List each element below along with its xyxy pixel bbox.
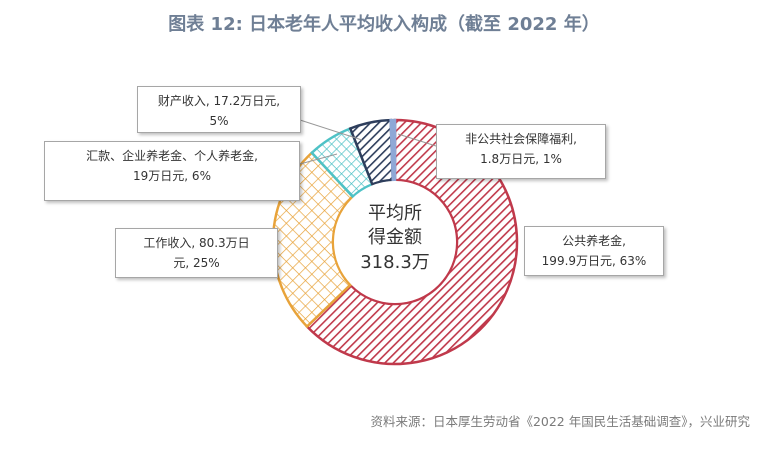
leader-line-remit bbox=[299, 153, 338, 165]
data-label-property-line2: 5% bbox=[209, 114, 229, 128]
data-label-pension-line2: 199.9万日元, 63% bbox=[541, 254, 647, 268]
data-label-remit-line1: 汇款、企业养老金、个人养老金, bbox=[86, 149, 258, 163]
data-label-property-income: 财产收入, 17.2万日元, 5% bbox=[137, 86, 301, 133]
center-label-value: 318.3万 bbox=[360, 252, 430, 273]
leader-lines bbox=[299, 119, 437, 165]
data-label-property-line1: 财产收入, 17.2万日元, bbox=[157, 94, 281, 108]
leader-line-welfare bbox=[397, 133, 437, 147]
data-label-work-line2: 元, 25% bbox=[173, 256, 220, 270]
slice-welfare bbox=[389, 118, 397, 182]
donut-hole bbox=[334, 181, 456, 303]
data-label-remit-line2: 19万日元, 6% bbox=[133, 169, 211, 183]
data-label-remittance-pensions: 汇款、企业养老金、个人养老金, 19万日元, 6% bbox=[44, 141, 300, 201]
donut-slices bbox=[271, 118, 519, 366]
data-label-public-pension: 公共养老金, 199.9万日元, 63% bbox=[524, 226, 664, 276]
chart-title: 图表 12: 日本老年人平均收入构成（截至 2022 年） bbox=[168, 14, 600, 35]
center-label-line2: 得金额 bbox=[368, 227, 422, 248]
center-label: 平均所 得金额 318.3万 bbox=[360, 203, 430, 273]
slice-public-pension bbox=[305, 118, 519, 366]
data-label-work-line1: 工作收入, 80.3万日 bbox=[143, 236, 250, 250]
data-label-welfare: 非公共社会保障福利, 1.8万日元, 1% bbox=[436, 124, 606, 179]
leader-line-property bbox=[299, 119, 363, 141]
data-label-welfare-line1: 非公共社会保障福利, bbox=[465, 132, 577, 146]
data-label-pension-line1: 公共养老金, bbox=[562, 234, 626, 248]
data-label-work-income: 工作收入, 80.3万日 元, 25% bbox=[115, 228, 278, 278]
data-label-welfare-line2: 1.8万日元, 1% bbox=[480, 152, 562, 166]
source-note: 资料来源：日本厚生劳动省《2022 年国民生活基础调查》，兴业研究 bbox=[370, 414, 750, 429]
center-label-line1: 平均所 bbox=[368, 203, 422, 224]
